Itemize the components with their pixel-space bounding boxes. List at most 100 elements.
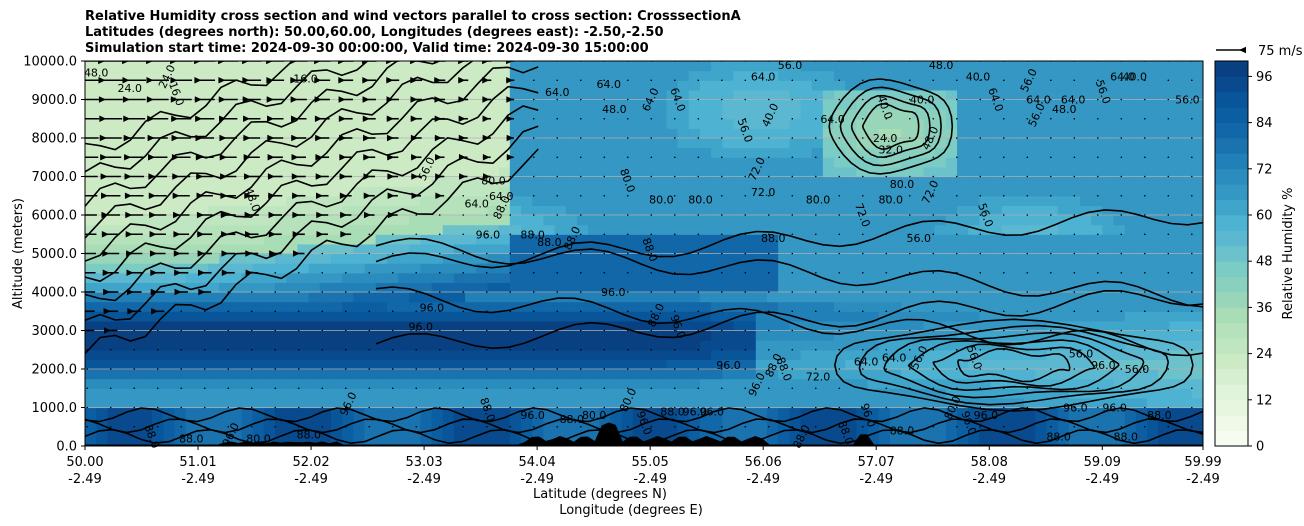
rh-cell <box>152 70 164 81</box>
rh-cell <box>878 426 891 437</box>
rh-cell <box>565 359 578 370</box>
rh-cell <box>845 263 858 274</box>
rh-cell <box>152 118 164 129</box>
wind-arrow <box>1120 406 1123 409</box>
wind-arrow <box>979 329 982 332</box>
rh-cell <box>375 349 388 360</box>
rh-cell <box>398 436 410 446</box>
rh-cell <box>163 263 176 274</box>
rh-cell <box>386 349 399 360</box>
rh-cell <box>1180 340 1193 351</box>
rh-cell <box>934 99 947 110</box>
rh-cell <box>398 311 410 322</box>
wind-arrow <box>321 329 324 332</box>
rh-cell <box>1012 263 1025 274</box>
rh-cell <box>543 272 556 283</box>
wind-arrow <box>267 154 283 161</box>
wind-arrow <box>462 425 465 428</box>
rh-cell <box>733 340 746 351</box>
rh-cell <box>901 176 913 187</box>
rh-cell <box>409 340 421 351</box>
rh-cell <box>375 272 388 283</box>
rh-cell <box>554 61 567 72</box>
rh-cell <box>856 301 869 312</box>
wind-arrow <box>340 231 352 238</box>
rh-cell <box>96 282 108 293</box>
wind-arrow <box>250 348 253 351</box>
rh-cell <box>644 224 656 235</box>
rh-cell <box>834 253 846 264</box>
wind-arrow <box>1120 252 1123 255</box>
wind-arrow <box>411 154 422 161</box>
rh-cell <box>96 253 108 264</box>
rh-cell <box>945 282 958 293</box>
rh-cell <box>241 61 254 72</box>
rh-cell <box>979 80 992 91</box>
rh-cell <box>152 272 164 283</box>
rh-cell <box>576 89 589 101</box>
rh-cell <box>632 330 645 341</box>
rh-cell <box>1024 417 1036 428</box>
rh-cell <box>856 243 869 255</box>
rh-cell <box>766 138 779 149</box>
rh-cell <box>565 311 578 322</box>
wind-arrow <box>391 252 394 255</box>
rh-cell <box>442 147 455 158</box>
rh-cell <box>789 147 802 158</box>
wind-arrow <box>532 79 535 82</box>
rh-cell <box>934 89 947 101</box>
rh-cell <box>1068 263 1081 274</box>
rh-cell <box>107 369 120 380</box>
rh-cell <box>655 292 667 303</box>
rh-cell <box>1080 186 1092 197</box>
rh-cell <box>498 359 511 370</box>
rh-cell <box>1169 388 1182 399</box>
rh-cell <box>778 186 790 197</box>
rh-cell <box>420 186 433 197</box>
rh-cell <box>342 80 354 91</box>
rh-cell <box>375 138 388 149</box>
rh-cell <box>386 253 399 264</box>
rh-cell <box>1091 80 1103 91</box>
rh-cell <box>800 186 813 197</box>
wind-arrow <box>340 211 352 219</box>
wind-arrow <box>509 387 512 390</box>
wind-arrow <box>532 425 535 428</box>
wind-arrow <box>462 252 465 255</box>
rh-cell <box>901 109 913 120</box>
wind-arrow <box>556 406 559 409</box>
rh-cell <box>543 301 556 312</box>
rh-cell <box>207 311 220 322</box>
rh-cell <box>152 292 164 303</box>
rh-cell <box>286 301 299 312</box>
rh-cell <box>755 186 768 197</box>
rh-cell <box>532 359 544 370</box>
rh-cell <box>733 138 746 149</box>
rh-cell <box>845 138 858 149</box>
rh-cell <box>409 397 421 409</box>
rh-cell <box>219 272 231 283</box>
rh-cell <box>1158 359 1171 370</box>
wind-arrow <box>411 192 421 199</box>
wind-arrow <box>1144 406 1146 409</box>
rh-cell <box>666 388 679 399</box>
rh-cell <box>129 224 142 235</box>
rh-cell <box>1080 234 1092 245</box>
rh-cell <box>364 378 377 389</box>
wind-arrow <box>219 115 238 122</box>
wind-arrow <box>344 310 347 313</box>
rh-cell <box>319 234 332 245</box>
wind-arrow <box>744 214 747 216</box>
rh-cell <box>755 330 768 341</box>
wind-arrow <box>274 406 277 409</box>
rh-cell <box>1169 407 1182 418</box>
wind-arrow <box>195 115 215 122</box>
rh-cell <box>889 378 902 389</box>
rh-cell <box>901 388 913 399</box>
rh-cell <box>889 80 902 91</box>
rh-cell <box>207 147 220 158</box>
rh-cell <box>1169 301 1182 312</box>
rh-cell <box>599 80 612 91</box>
rh-cell <box>241 166 254 178</box>
rh-cell <box>85 176 97 187</box>
